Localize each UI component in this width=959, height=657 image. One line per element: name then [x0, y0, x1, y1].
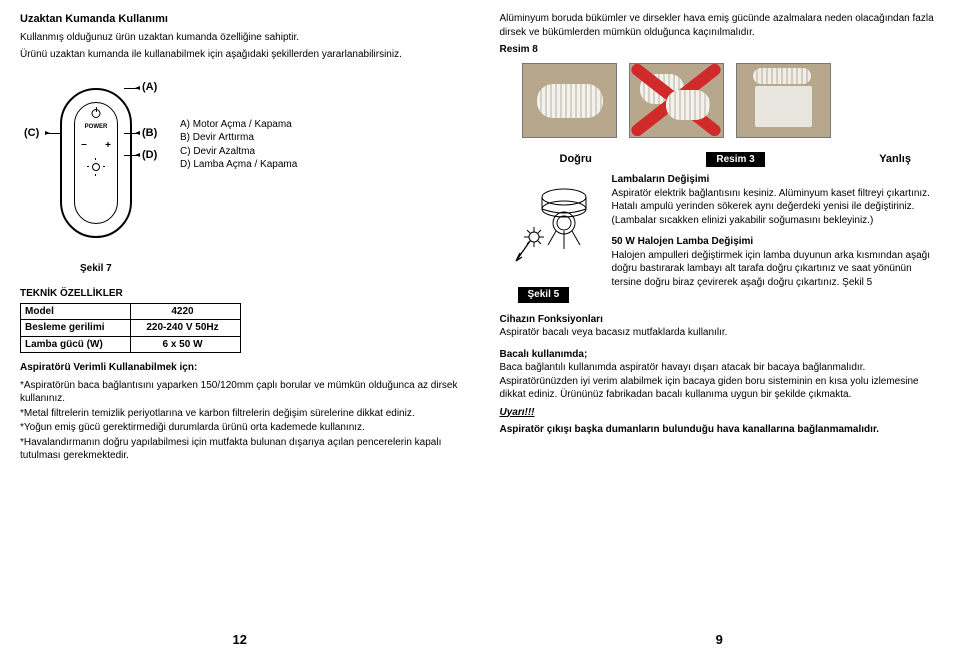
- halogen-title: 50 W Halojen Lamba Değişimi: [612, 235, 940, 249]
- note-3: *Yoğun emiş gücü gerektirmediği durumlar…: [20, 421, 460, 435]
- remote-intro-1: Kullanmış olduğunuz ürün uzaktan kumanda…: [20, 31, 460, 45]
- lamp-change-text: Aspiratör elektrik bağlantısını kesiniz.…: [612, 187, 940, 228]
- ducted-use-title: Bacalı kullanımda;: [500, 348, 940, 362]
- legend-b: B) Devir Arttırma: [180, 131, 297, 145]
- remote-heading: Uzaktan Kumanda Kullanımı: [20, 12, 460, 27]
- warning-text: Aspiratör çıkışı başka dumanların bulund…: [500, 423, 940, 437]
- page-12: Uzaktan Kumanda Kullanımı Kullanmış oldu…: [0, 0, 480, 657]
- functions-title: Cihazın Fonksiyonları: [500, 313, 940, 327]
- lamp-change-block: Şekil 5 Lambaların Değişimi Aspiratör el…: [500, 173, 940, 303]
- page-number-right: 9: [716, 631, 723, 649]
- table-row: Lamba gücü (W)6 x 50 W: [21, 336, 241, 353]
- note-1: *Aspiratörün baca bağlantısını yaparken …: [20, 379, 460, 406]
- power-button-icon: [92, 109, 101, 118]
- arrow-d: [124, 155, 139, 156]
- notes-list: *Aspiratörün baca bağlantısını yaparken …: [20, 379, 460, 463]
- specs-table: Model4220 Besleme gerilimi220-240 V 50Hz…: [20, 303, 241, 354]
- lamp-icon: [90, 161, 102, 173]
- lamp-change-title: Lambaların Değişimi: [612, 173, 940, 187]
- resim-3-pill: Resim 3: [706, 152, 764, 168]
- note-4: *Havalandırmanın doğru yapılabilmesi içi…: [20, 436, 460, 463]
- functions-text: Aspiratör bacalı veya bacasız mutfaklard…: [500, 326, 940, 340]
- label-c: (C): [24, 126, 39, 141]
- photo-duct-straight: [522, 63, 617, 138]
- photo-row: [522, 63, 940, 138]
- halogen-text: Halojen ampulleri değiştirmek için lamba…: [612, 249, 940, 290]
- note-2: *Metal filtrelerin temizlik periyotların…: [20, 407, 460, 421]
- table-row: Besleme gerilimi220-240 V 50Hz: [21, 320, 241, 337]
- legend-a: A) Motor Açma / Kapama: [180, 118, 297, 132]
- ducted-use-text: Baca bağlantılı kullanımda aspiratör hav…: [500, 361, 940, 402]
- label-correct: Doğru: [560, 152, 592, 167]
- photo-duct-bent: [629, 63, 724, 138]
- remote-intro-2: Ürünü uzaktan kumanda ile kullanabilmek …: [20, 48, 460, 62]
- label-b: (B): [142, 126, 157, 141]
- status-row: Doğru Resim 3 Yanlış: [560, 152, 912, 168]
- table-row: Model4220: [21, 303, 241, 320]
- remote-diagram: POWER − +: [20, 78, 460, 248]
- arrow-c: [46, 133, 61, 134]
- arrow-b: [124, 133, 139, 134]
- functions-block: Cihazın Fonksiyonları Aspiratör bacalı v…: [500, 313, 940, 340]
- arrow-a: [124, 88, 139, 89]
- label-wrong: Yanlış: [879, 152, 911, 167]
- plus-icon: +: [105, 139, 111, 153]
- label-d: (D): [142, 148, 157, 163]
- specs-title: TEKNİK ÖZELLİKLER: [20, 287, 460, 301]
- page-number-left: 12: [233, 631, 247, 649]
- warning-title: Uyarı!!!: [500, 406, 940, 420]
- efficient-use-title: Aspiratörü Verimli Kullanabilmek içn:: [20, 361, 460, 375]
- duct-intro: Alüminyum boruda bükümler ve dirsekler h…: [500, 12, 940, 39]
- figure-7-caption: Şekil 7: [80, 262, 460, 276]
- legend-c: C) Devir Azaltma: [180, 145, 297, 159]
- power-label: POWER: [75, 123, 117, 131]
- resim-8-caption: Resim 8: [500, 43, 940, 57]
- remote-legend: A) Motor Açma / Kapama B) Devir Arttırma…: [180, 118, 297, 172]
- remote-outline: POWER − +: [60, 88, 132, 238]
- ducted-use-block: Bacalı kullanımda; Baca bağlantılı kulla…: [500, 348, 940, 437]
- page-9: Alüminyum boruda bükümler ve dirsekler h…: [480, 0, 959, 657]
- legend-d: D) Lamba Açma / Kapama: [180, 158, 297, 172]
- label-a: (A): [142, 80, 157, 95]
- sekil-5-pill: Şekil 5: [518, 287, 570, 303]
- photo-cooktop: [736, 63, 831, 138]
- lamp-diagram: [506, 183, 590, 283]
